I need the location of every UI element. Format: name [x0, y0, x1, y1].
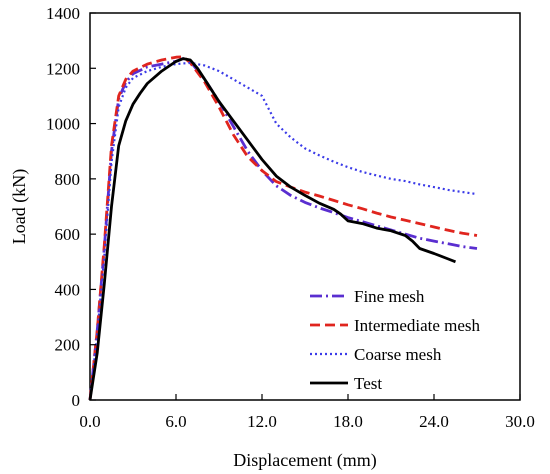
y-tick-label: 800 — [55, 170, 81, 189]
legend-label: Fine mesh — [354, 287, 425, 306]
y-tick-label: 1200 — [46, 59, 80, 78]
y-tick-label: 400 — [55, 280, 81, 299]
legend-label: Test — [354, 374, 382, 393]
x-tick-label: 30.0 — [505, 412, 535, 431]
y-tick-label: 200 — [55, 336, 81, 355]
y-axis: 0 200 400 600 800 1000 1200 1400 — [46, 4, 96, 410]
series-line-coarse-mesh — [88, 61, 478, 401]
y-axis-title: Load (kN) — [9, 169, 30, 244]
legend: Fine mesh Intermediate mesh Coarse mesh Tes… — [310, 287, 481, 393]
series-line-intermediate-mesh — [88, 55, 478, 401]
x-axis-title: Displacement (mm) — [233, 450, 376, 471]
y-tick-label: 600 — [55, 225, 81, 244]
x-tick-label: 0.0 — [79, 412, 100, 431]
x-tick-label: 6.0 — [165, 412, 186, 431]
series-layer — [88, 55, 478, 401]
x-tick-label: 18.0 — [333, 412, 363, 431]
y-tick-label: 1400 — [46, 4, 80, 23]
x-axis: 0.0 6.0 12.0 18.0 24.0 30.0 — [79, 394, 535, 431]
plot-area — [89, 12, 521, 401]
series-line-fine-mesh — [88, 57, 478, 401]
y-tick-label: 1000 — [46, 115, 80, 134]
plot-border — [89, 12, 521, 401]
x-tick-label: 24.0 — [419, 412, 449, 431]
legend-label: Coarse mesh — [354, 345, 442, 364]
y-tick-label: 0 — [72, 391, 81, 410]
legend-label: Intermediate mesh — [354, 316, 481, 335]
series-line-test — [88, 57, 457, 401]
x-tick-label: 12.0 — [247, 412, 277, 431]
